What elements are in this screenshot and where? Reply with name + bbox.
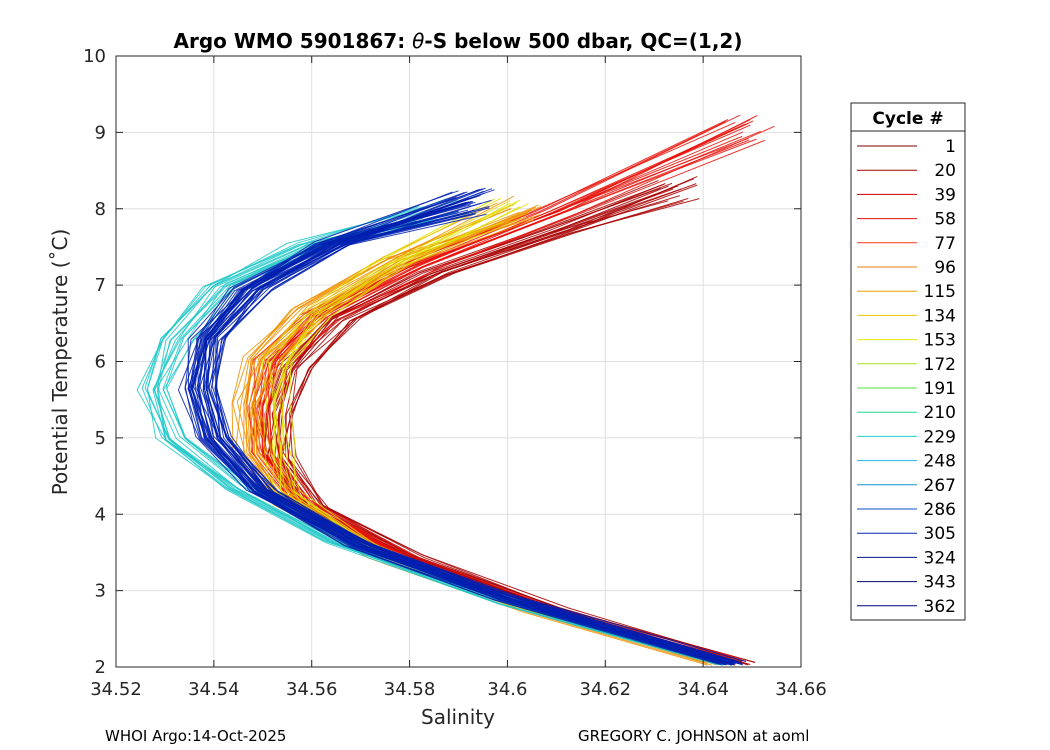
legend-entry-label: 343	[924, 573, 956, 593]
profile-line	[289, 178, 746, 662]
profile-line	[206, 212, 744, 666]
legend-entry-label: 229	[924, 427, 956, 447]
legend: Cycle # 1 20 39 58 77 96 115 134 153 172 191 210 229…	[850, 102, 966, 621]
y-tick-label: 4	[95, 504, 106, 525]
legend-entry-label: 172	[924, 355, 956, 375]
profile-line	[187, 204, 724, 665]
profile-line	[214, 199, 738, 664]
y-tick-label: 7	[95, 275, 106, 296]
y-tick-label: 9	[95, 122, 106, 143]
y-tick-label: 3	[95, 581, 106, 602]
legend-entry-label: 39	[934, 185, 956, 205]
legend-entry-label: 286	[924, 500, 956, 520]
y-tick-label: 10	[83, 46, 106, 67]
x-tick-label: 34.56	[286, 679, 338, 700]
x-tick-label: 34.62	[580, 679, 632, 700]
y-tick-label: 2	[95, 657, 106, 678]
profile-line	[146, 209, 718, 664]
legend-entry-label: 134	[924, 306, 956, 326]
profile-line	[194, 192, 731, 663]
legend-entry-label: 191	[924, 379, 956, 399]
legend-entry-label: 305	[924, 524, 956, 544]
legend-entry-label: 20	[934, 161, 956, 181]
legend-entry-label: 362	[924, 597, 956, 617]
chart-title: Argo WMO 5901867: θ-S below 500 dbar, QC…	[174, 29, 743, 53]
legend-entry-label: 267	[924, 476, 956, 496]
x-tick-label: 34.64	[677, 679, 729, 700]
profile-line	[136, 220, 719, 666]
profiles	[136, 114, 775, 666]
profile-line	[189, 197, 731, 664]
profile-line	[284, 184, 756, 663]
legend-entry-label: 248	[924, 452, 956, 472]
x-axis-label: Salinity	[421, 705, 495, 729]
profile-line	[281, 197, 751, 665]
legend-entry-label: 115	[924, 282, 956, 302]
y-tick-label: 8	[95, 199, 106, 220]
legend-entry-label: 1	[945, 137, 956, 157]
x-tick-label: 34.54	[188, 679, 240, 700]
legend-entry-label: 210	[924, 403, 956, 423]
y-tick-label: 6	[95, 352, 106, 373]
x-tick-label: 34.52	[90, 679, 142, 700]
x-tick-label: 34.58	[384, 679, 436, 700]
legend-entry-label: 58	[934, 210, 956, 230]
legend-entry-label: 96	[934, 258, 956, 278]
profile-line	[277, 139, 766, 662]
legend-entry-label: 77	[934, 234, 956, 254]
legend-title: Cycle #	[872, 109, 943, 129]
y-axis-label: Potential Temperature (˚C)	[48, 229, 72, 496]
footer-right: GREGORY C. JOHNSON at aoml	[578, 727, 809, 745]
ticks: 34.52 34.54 34.56 34.58 34.6 34.62 34.64 34.66 2…	[83, 46, 827, 700]
footer-left: WHOI Argo:14-Oct-2025	[105, 727, 286, 745]
x-tick-label: 34.6	[487, 679, 527, 700]
legend-box	[850, 102, 966, 621]
profile-line	[156, 220, 723, 666]
legend-entry-label: 153	[924, 331, 956, 351]
profile-line	[184, 206, 720, 665]
legend-entry-label: 324	[924, 548, 956, 568]
y-tick-label: 5	[95, 428, 106, 449]
x-tick-label: 34.66	[775, 679, 827, 700]
